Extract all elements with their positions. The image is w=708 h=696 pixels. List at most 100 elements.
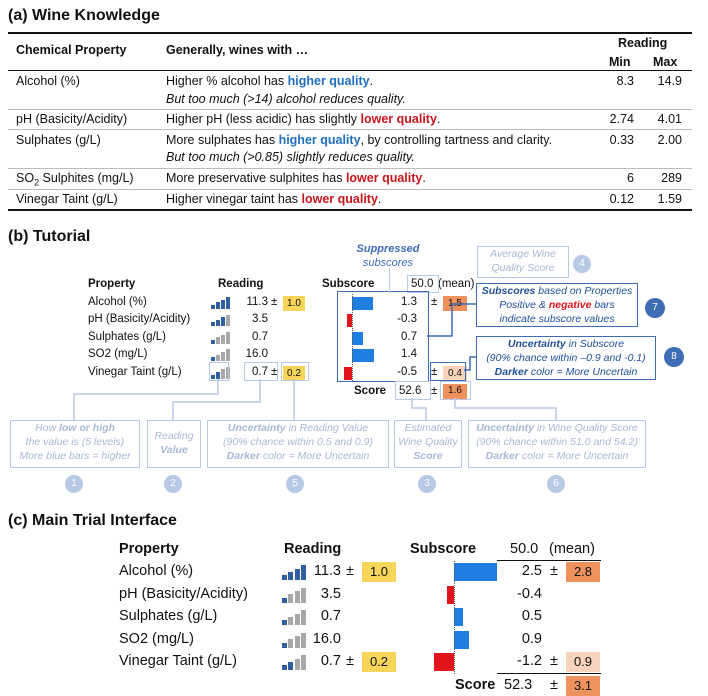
- table-top-rule: [8, 32, 692, 34]
- subscore-value: 0.7: [401, 330, 417, 343]
- property-label: Alcohol (%): [119, 563, 194, 579]
- header-reading: Reading: [618, 36, 668, 50]
- tutorial-score-pm: ±: [431, 385, 438, 397]
- table-row-property: pH (Basicity/Acidity): [16, 112, 128, 126]
- desc-text: Higher % alcohol has: [166, 74, 288, 88]
- callout-subscores: Subscores based on Properties Positive &…: [476, 283, 638, 327]
- table-row-max: 289: [661, 171, 682, 185]
- callout-text: Average Wine: [490, 248, 556, 260]
- subscore-uncertainty: 2.8: [566, 562, 600, 582]
- level-icon-frame: [209, 362, 229, 381]
- main-score-pm: ±: [550, 677, 558, 693]
- level-bar: [288, 616, 294, 625]
- positive-subscore-bar: [352, 297, 373, 310]
- level-bar: [282, 642, 287, 648]
- level-bars-icon: [282, 655, 307, 670]
- callout-text: (90% chance within 51.0 and 54.2): [476, 436, 638, 448]
- tutorial-score-value: 52.6: [399, 385, 422, 397]
- table-row-min: 0.12: [609, 192, 634, 206]
- callout-average-score: Average Wine Quality Score: [477, 246, 569, 278]
- desc-text-post: , by controlling tartness and clarity.: [360, 133, 553, 147]
- property-label: Alcohol (%): [88, 296, 147, 308]
- level-bar: [211, 357, 215, 362]
- level-bar: [211, 374, 215, 379]
- desc-text-post: .: [377, 192, 382, 206]
- property-label: Vinegar Taint (g/L): [119, 653, 237, 669]
- positive-subscore-bar: [454, 563, 497, 581]
- level-bar: [294, 568, 300, 580]
- callout-text: How: [35, 422, 59, 434]
- level-bar: [211, 322, 215, 327]
- tutorial-header-subscore: Subscore: [322, 278, 375, 290]
- row-divider: [8, 109, 692, 110]
- table-row-note: But too much (>14) alcohol reduces quali…: [166, 92, 406, 106]
- marker-1: 1: [65, 475, 83, 493]
- callout-score-uncertainty: Uncertainty in Wine Quality Score (90% c…: [468, 420, 646, 468]
- connector-7: [427, 303, 476, 337]
- level-bar: [294, 613, 300, 625]
- subscore-value: -0.3: [397, 313, 417, 326]
- reading-unc-frame: [281, 362, 309, 381]
- reading-value: 3.5: [252, 313, 268, 326]
- plus-minus: ±: [346, 653, 354, 669]
- table-row-description: Higher % alcohol has higher quality.: [166, 74, 373, 88]
- callout-bold: Darker: [226, 450, 260, 462]
- callout-text: Estimated: [404, 422, 452, 434]
- callout-text: More blue bars = higher: [19, 450, 131, 462]
- callout-subscore-uncertainty: Uncertainty in Subscore (90% chance with…: [476, 336, 656, 380]
- level-bar: [226, 297, 230, 309]
- level-bar: [216, 302, 220, 309]
- desc-text: Higher vinegar taint has: [166, 192, 302, 206]
- positive-subscore-bar: [454, 630, 470, 649]
- header-rule: [8, 70, 692, 71]
- tutorial-header-reading: Reading: [218, 278, 264, 290]
- connector-6: [454, 398, 557, 420]
- section-c-title: (c) Main Trial Interface: [8, 512, 177, 529]
- main-score-uncertainty: 3.1: [566, 676, 600, 696]
- main-mean-label: (mean): [549, 541, 595, 557]
- suppressed-label: Suppressed subscores: [348, 242, 428, 270]
- desc-highlight: lower quality: [301, 192, 378, 206]
- level-bar: [221, 369, 225, 379]
- marker-8: 8: [664, 347, 684, 367]
- property-text-post: Sulphites (mg/L): [39, 171, 134, 185]
- callout-reading-value: Reading Value: [147, 420, 201, 468]
- level-bars-icon: [282, 632, 307, 648]
- table-row-property: Sulphates (g/L): [16, 133, 101, 147]
- subscore-value: 2.5: [521, 563, 542, 579]
- section-b-title: (b) Tutorial: [8, 228, 91, 245]
- callout-bold: Darker: [485, 450, 519, 462]
- level-bar: [294, 658, 300, 670]
- table-row-property: Alcohol (%): [16, 74, 80, 88]
- header-min: Min: [609, 55, 631, 69]
- table-row-max: 1.59: [657, 192, 682, 206]
- level-bar: [216, 319, 220, 327]
- level-bars-icon: [282, 565, 307, 580]
- callout-bold: Darker: [494, 366, 528, 378]
- suppressed-line2: subscores: [362, 257, 414, 269]
- property-label: Vinegar Taint (g/L): [88, 365, 182, 378]
- property-label: Sulphates (g/L): [88, 330, 166, 343]
- subscore-value: 1.4: [401, 348, 417, 361]
- suppressed-link: [389, 268, 390, 293]
- tutorial-score-uncertainty: 1.6: [443, 384, 467, 399]
- reading-value: 0.7: [252, 365, 268, 378]
- tutorial-header-property: Property: [88, 278, 136, 290]
- level-bar: [288, 639, 294, 648]
- positive-subscore-bar: [352, 349, 375, 363]
- callout-bold: Uncertainty: [227, 422, 286, 434]
- mean-highlight-frame: [407, 275, 439, 293]
- callout-text: color = More Uncertain: [527, 366, 638, 378]
- table-row-max: 4.01: [657, 112, 682, 126]
- level-bars-icon: [211, 332, 231, 344]
- reading-value: 11.3: [246, 296, 268, 308]
- subscore-uncertainty: 0.9: [566, 652, 600, 672]
- header-max: Max: [653, 55, 678, 69]
- desc-highlight: lower quality: [360, 112, 437, 126]
- property-label: pH (Basicity/Acidity): [119, 585, 248, 602]
- reading-value: 0.7: [320, 653, 341, 669]
- zero-axis-line: [352, 294, 353, 381]
- reading-value: 16.0: [312, 630, 341, 647]
- desc-text-post: .: [436, 112, 441, 126]
- tutorial-mean-label: (mean): [438, 278, 475, 290]
